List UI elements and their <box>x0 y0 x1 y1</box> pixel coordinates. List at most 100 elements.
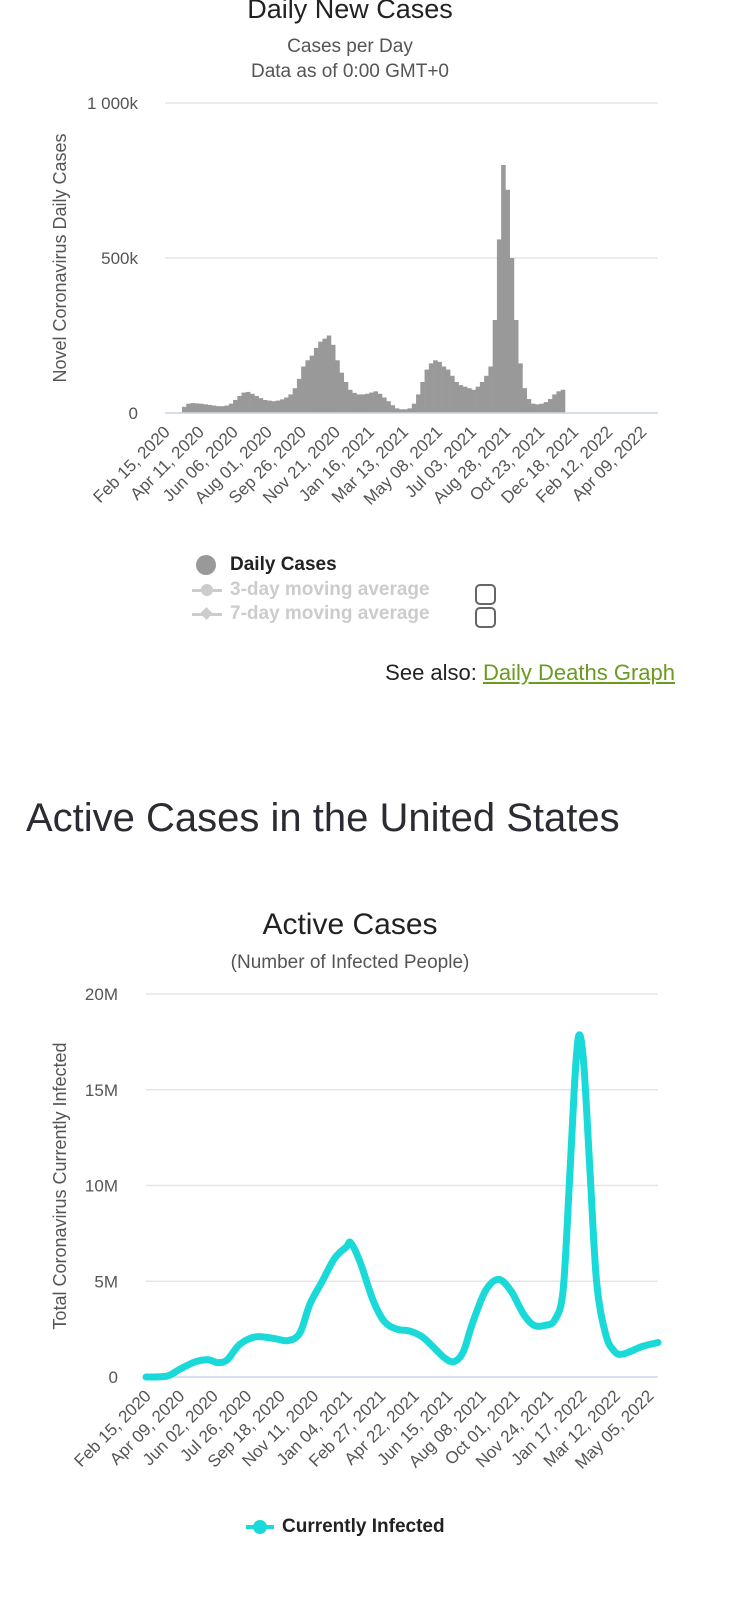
diamond-line-marker-icon <box>192 606 222 622</box>
daily-cases-bar[interactable] <box>313 347 319 413</box>
daily-cases-bar[interactable] <box>560 389 566 413</box>
daily-cases-bar[interactable] <box>420 382 425 413</box>
daily-cases-bar[interactable] <box>462 386 468 413</box>
daily-cases-bar[interactable] <box>373 391 379 413</box>
daily-cases-bar[interactable] <box>441 366 447 414</box>
daily-cases-bar[interactable] <box>339 372 345 413</box>
daily-cases-bar[interactable] <box>360 394 366 413</box>
daily-cases-bar[interactable] <box>475 386 481 413</box>
daily-cases-bar[interactable] <box>356 394 362 413</box>
legend-currently-infected[interactable]: Currently Infected <box>246 1516 445 1538</box>
daily-cases-bar[interactable] <box>254 395 259 413</box>
daily-cases-bar[interactable] <box>399 409 404 413</box>
daily-cases-bar[interactable] <box>343 382 349 413</box>
daily-cases-bar[interactable] <box>552 394 557 413</box>
daily-cases-bar[interactable] <box>484 375 489 413</box>
daily-cases-bar[interactable] <box>454 382 459 413</box>
daily-cases-bar[interactable] <box>267 400 272 413</box>
daily-cases-bar[interactable] <box>488 366 493 414</box>
daily-cases-bar[interactable] <box>501 165 506 413</box>
daily-cases-bar[interactable] <box>471 389 476 413</box>
daily-cases-bar[interactable] <box>416 394 421 413</box>
daily-cases-bar[interactable] <box>543 402 549 413</box>
daily-cases-bar[interactable] <box>194 403 200 413</box>
daily-cases-bar[interactable] <box>424 369 430 413</box>
daily-cases-bar[interactable] <box>467 388 472 413</box>
daily-cases-bar[interactable] <box>496 239 502 413</box>
daily-cases-bar[interactable] <box>411 403 417 413</box>
daily-cases-bar[interactable] <box>241 392 247 413</box>
checkbox-7day-average[interactable] <box>475 607 496 628</box>
legend-7day-average[interactable]: 7-day moving average <box>192 603 430 625</box>
daily-cases-bar[interactable] <box>186 403 191 413</box>
daily-cases-bar[interactable] <box>326 335 332 414</box>
daily-cases-bar[interactable] <box>518 363 523 413</box>
daily-cases-bar[interactable] <box>203 404 208 413</box>
daily-cases-bar[interactable] <box>301 366 306 414</box>
daily-cases-bar[interactable] <box>275 400 281 413</box>
daily-cases-bar[interactable] <box>526 399 532 413</box>
daily-cases-bar[interactable] <box>335 360 340 413</box>
daily-cases-bar[interactable] <box>330 344 336 413</box>
daily-cases-bar[interactable] <box>437 361 442 413</box>
daily-cases-bar[interactable] <box>262 399 268 413</box>
daily-cases-bar[interactable] <box>347 389 353 413</box>
legend-3day-average[interactable]: 3-day moving average <box>192 579 430 601</box>
daily-cases-bar[interactable] <box>199 403 204 413</box>
checkbox-3day-average[interactable] <box>475 584 496 605</box>
daily-cases-bar[interactable] <box>450 375 455 413</box>
daily-cases-bar[interactable] <box>207 404 213 413</box>
daily-cases-bar[interactable] <box>228 403 234 413</box>
daily-cases-bar[interactable] <box>492 320 498 413</box>
daily-cases-bar[interactable] <box>211 405 217 413</box>
daily-cases-bar[interactable] <box>233 399 238 413</box>
daily-cases-bar[interactable] <box>530 403 536 413</box>
y-tick-label: 0 <box>109 1368 118 1387</box>
daily-cases-bar[interactable] <box>428 363 434 413</box>
daily-cases-bar[interactable] <box>271 401 276 413</box>
daily-cases-bar[interactable] <box>369 392 374 413</box>
daily-cases-bar[interactable] <box>220 406 225 413</box>
daily-cases-bar[interactable] <box>322 338 327 413</box>
daily-cases-bar[interactable] <box>258 398 264 413</box>
daily-cases-bar[interactable] <box>190 403 196 413</box>
daily-cases-bar[interactable] <box>556 391 562 413</box>
daily-cases-bar[interactable] <box>352 392 357 413</box>
daily-cases-bar[interactable] <box>479 382 485 413</box>
daily-cases-bar[interactable] <box>288 394 293 413</box>
daily-cases-bar[interactable] <box>318 341 323 413</box>
daily-cases-bar[interactable] <box>237 395 242 413</box>
daily-cases-bar[interactable] <box>182 406 187 413</box>
daily-cases-bar[interactable] <box>386 401 391 413</box>
daily-cases-bar[interactable] <box>390 405 396 413</box>
daily-cases-bar[interactable] <box>407 408 413 413</box>
daily-cases-bar[interactable] <box>458 385 464 413</box>
daily-cases-bar[interactable] <box>394 408 400 413</box>
daily-cases-bar[interactable] <box>250 393 255 413</box>
legend-daily-cases[interactable]: Daily Cases <box>194 554 337 576</box>
daily-cases-bar[interactable] <box>216 406 221 413</box>
daily-cases-bar[interactable] <box>377 393 383 413</box>
daily-cases-bar[interactable] <box>296 378 302 413</box>
daily-cases-bar[interactable] <box>382 397 387 414</box>
daily-cases-bar[interactable] <box>505 189 510 413</box>
daily-cases-bar[interactable] <box>535 404 540 413</box>
daily-deaths-graph-link[interactable]: Daily Deaths Graph <box>483 660 675 685</box>
daily-cases-bar[interactable] <box>309 355 315 413</box>
daily-cases-bar[interactable] <box>513 320 519 413</box>
daily-cases-bar[interactable] <box>224 405 230 413</box>
daily-cases-bar[interactable] <box>547 399 553 413</box>
daily-cases-bar[interactable] <box>284 397 289 414</box>
daily-cases-bar[interactable] <box>245 391 251 413</box>
daily-cases-bar[interactable] <box>445 369 451 413</box>
currently-infected-line[interactable] <box>142 1031 662 1381</box>
daily-cases-bar[interactable] <box>509 258 515 413</box>
daily-cases-bar[interactable] <box>403 409 408 413</box>
daily-cases-bar[interactable] <box>292 388 298 413</box>
daily-cases-bar[interactable] <box>522 388 527 413</box>
daily-cases-bar[interactable] <box>433 360 438 413</box>
daily-cases-bar[interactable] <box>364 393 370 413</box>
daily-cases-bar[interactable] <box>539 403 545 413</box>
daily-cases-bar[interactable] <box>279 399 285 413</box>
daily-cases-bar[interactable] <box>305 360 310 413</box>
